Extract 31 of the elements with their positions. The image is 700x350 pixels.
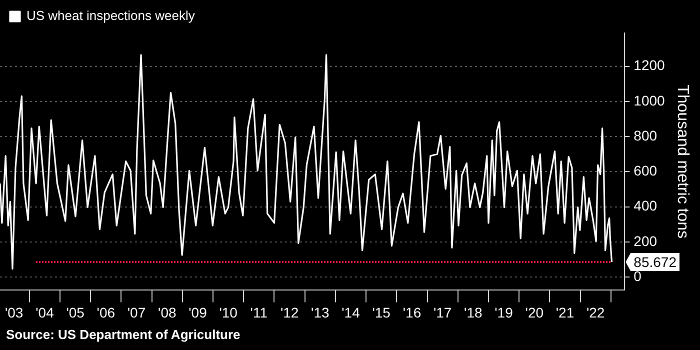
x-tick-label: '09 <box>188 304 208 320</box>
x-tick-label: '08 <box>158 304 176 320</box>
ref-line-label: 85.672 <box>634 254 677 270</box>
x-tick-label: '12 <box>280 304 299 320</box>
x-tick-label: '15 <box>372 304 391 320</box>
y-tick-label: 0 <box>634 268 642 284</box>
x-tick-label: '17 <box>433 304 452 320</box>
y-tick-label: 600 <box>634 162 658 179</box>
x-tick-label: '10 <box>219 304 238 320</box>
y-tick-label: 1000 <box>634 92 666 108</box>
x-tick-label: '05 <box>66 304 85 320</box>
y-tick-label: 800 <box>634 127 658 144</box>
x-tick-label: '07 <box>127 304 146 320</box>
x-tick-label: '21 <box>556 304 574 320</box>
y-tick-label: 1200 <box>634 57 666 74</box>
x-tick-label: '14 <box>342 304 360 320</box>
legend-label: US wheat inspections weekly <box>26 8 196 24</box>
x-tick-label: '11 <box>250 304 268 320</box>
x-tick-label: '03 <box>4 304 24 320</box>
x-tick-label: '04 <box>36 304 54 320</box>
x-tick-label: '06 <box>96 304 116 320</box>
x-tick-label: '22 <box>586 304 605 320</box>
x-tick-label: '18 <box>464 304 482 320</box>
source-note: Source: US Department of Agriculture <box>5 326 242 344</box>
x-tick-label: '16 <box>402 304 422 320</box>
x-tick-label: '13 <box>311 304 330 320</box>
y-tick-label: 400 <box>634 198 658 214</box>
x-tick-label: '20 <box>525 304 544 320</box>
y-tick-label: 200 <box>634 232 658 249</box>
y-axis-title: Thousand metric tons <box>674 84 691 239</box>
x-tick-label: '19 <box>494 304 514 320</box>
